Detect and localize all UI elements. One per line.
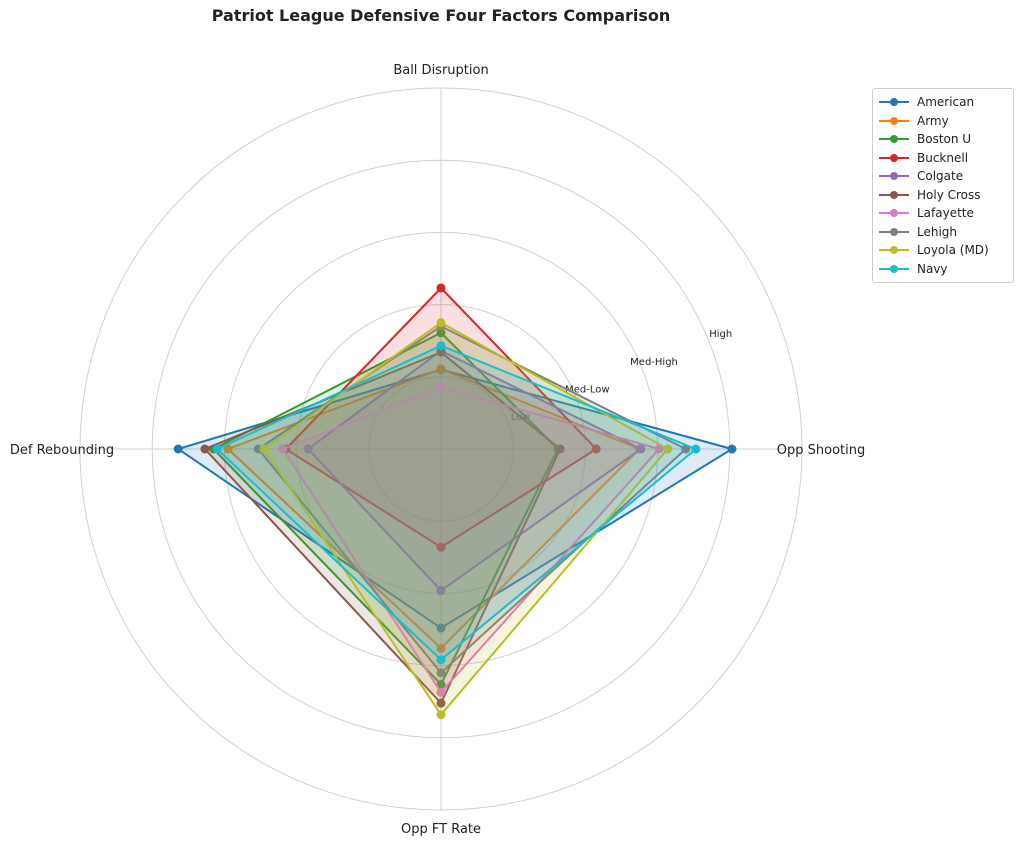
legend-item: Boston U <box>873 130 1013 149</box>
data-point <box>436 542 446 552</box>
radial-tick-label: High <box>709 329 732 340</box>
data-point <box>436 687 446 697</box>
legend-item: Lafayette <box>873 204 1013 223</box>
legend-label: Army <box>917 113 949 128</box>
data-point <box>436 318 446 328</box>
data-point <box>591 444 601 454</box>
series-fill <box>217 345 696 660</box>
data-point <box>436 710 446 720</box>
data-point <box>436 328 446 338</box>
legend-marker-icon <box>879 133 909 145</box>
legend-item: Loyola (MD) <box>873 241 1013 260</box>
data-point <box>436 347 446 357</box>
data-point <box>727 444 737 454</box>
legend-marker-icon <box>879 115 909 127</box>
axis-label: Opp Shooting <box>777 443 865 458</box>
legend-item: Navy <box>873 260 1013 279</box>
data-point <box>636 444 646 454</box>
legend: American Army Boston U Bucknell Colgate Holy … <box>872 88 1014 283</box>
legend-label: Colgate <box>917 169 964 184</box>
legend-marker-icon <box>879 226 909 238</box>
series-fill <box>285 287 597 548</box>
legend-item: Army <box>873 112 1013 131</box>
legend-marker-icon <box>879 152 909 164</box>
series-fill <box>282 386 660 693</box>
data-point <box>436 341 446 351</box>
data-point <box>173 444 183 454</box>
legend-marker-icon <box>879 189 909 201</box>
legend-item: Lehigh <box>873 223 1013 242</box>
legend-marker-icon <box>879 170 909 182</box>
legend-label: Holy Cross <box>917 187 981 202</box>
data-point <box>436 668 446 678</box>
legend-marker-icon <box>879 96 909 108</box>
data-point <box>436 698 446 708</box>
legend-item: American <box>873 93 1013 112</box>
legend-label: Navy <box>917 261 948 276</box>
data-point <box>436 643 446 653</box>
axis-label: Ball Disruption <box>393 63 488 78</box>
data-point <box>436 655 446 665</box>
series-fill <box>308 350 641 591</box>
legend-label: Boston U <box>917 132 972 147</box>
data-point <box>436 283 446 293</box>
data-point <box>223 444 233 454</box>
legend-label: Lehigh <box>917 224 958 239</box>
chart-title: Patriot League Defensive Four Factors Co… <box>211 6 671 25</box>
legend-marker-icon <box>879 263 909 275</box>
legend-label: American <box>917 95 975 110</box>
data-point <box>555 444 565 454</box>
data-point <box>654 444 664 454</box>
axis-label: Def Rebounding <box>10 443 114 458</box>
data-point <box>200 444 210 454</box>
legend-label: Bucknell <box>917 150 969 165</box>
legend-item: Bucknell <box>873 149 1013 168</box>
legend-marker-icon <box>879 244 909 256</box>
radial-tick-label: Med-High <box>630 357 678 368</box>
data-point <box>259 444 269 454</box>
data-point <box>303 444 313 454</box>
legend-marker-icon <box>879 207 909 219</box>
data-point <box>663 444 673 454</box>
data-point <box>278 444 288 454</box>
data-point <box>436 679 446 689</box>
data-point <box>436 623 446 633</box>
series-fill <box>258 326 686 673</box>
legend-item: Colgate <box>873 167 1013 186</box>
series-fill <box>228 368 640 649</box>
data-point <box>436 586 446 596</box>
legend-item: Holy Cross <box>873 186 1013 205</box>
series-fill <box>264 322 668 715</box>
data-point <box>212 444 222 454</box>
radial-tick-label: Med-Low <box>565 384 609 395</box>
series-fill <box>178 369 732 629</box>
series-fill <box>204 352 561 704</box>
data-point <box>691 444 701 454</box>
data-point <box>436 382 446 392</box>
legend-label: Lafayette <box>917 206 974 221</box>
data-point <box>436 364 446 374</box>
axis-label: Opp FT Rate <box>401 822 481 837</box>
legend-label: Loyola (MD) <box>917 243 989 258</box>
